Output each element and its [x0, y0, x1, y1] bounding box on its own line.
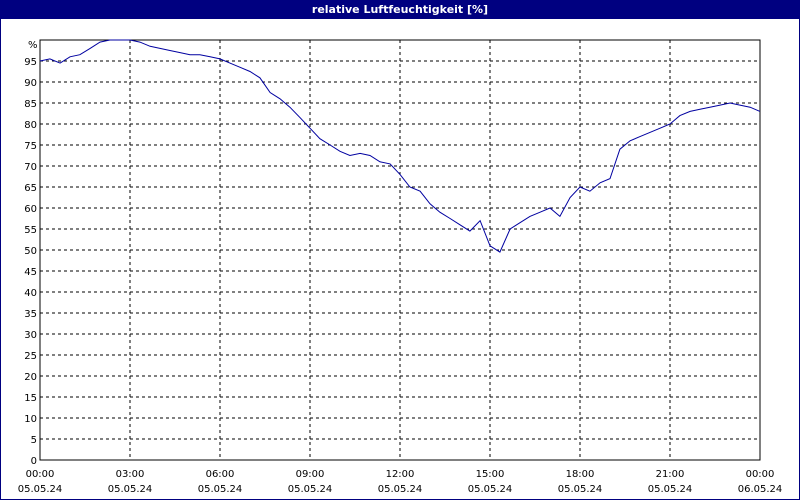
y-unit-label: % [28, 40, 38, 51]
y-tick-label: 60 [24, 204, 37, 215]
x-tick-date: 06.05.24 [738, 484, 783, 495]
y-tick-label: 15 [24, 393, 37, 404]
x-tick-time: 09:00 [296, 469, 325, 480]
y-tick-label: 90 [24, 78, 37, 89]
x-axis-ticks: 00:00 05.05.24 03:00 05.05.24 06:00 05.05.24 0… [18, 469, 783, 495]
x-tick-time: 00:00 [746, 469, 775, 480]
y-tick-label: 80 [24, 120, 37, 131]
x-tick-time: 12:00 [386, 469, 415, 480]
grid-lines [40, 40, 760, 460]
series-line [39, 39, 761, 253]
y-tick-label: 20 [24, 372, 37, 383]
x-tick-time: 15:00 [476, 469, 505, 480]
y-tick-label: 25 [24, 351, 37, 362]
y-tick-label: 75 [24, 141, 37, 152]
chart-title: relative Luftfeuchtigkeit [%] [1, 1, 799, 19]
x-tick-date: 05.05.24 [378, 484, 423, 495]
x-tick-date: 05.05.24 [288, 484, 333, 495]
x-tick-time: 18:00 [566, 469, 595, 480]
y-tick-label: 40 [24, 288, 37, 299]
y-tick-label: 85 [24, 99, 37, 110]
x-tick-date: 05.05.24 [468, 484, 513, 495]
x-tick-time: 00:00 [26, 469, 55, 480]
y-tick-label: 45 [24, 267, 37, 278]
y-tick-label: 35 [24, 309, 37, 320]
y-tick-label: 50 [24, 246, 37, 257]
y-tick-label: 0 [31, 456, 37, 467]
y-tick-label: 10 [24, 414, 37, 425]
x-tick-date: 05.05.24 [108, 484, 153, 495]
y-axis-ticks: 0 5 10 15 20 25 30 35 40 45 50 55 60 65 70 75 80 85 90 95 [24, 57, 37, 467]
y-tick-label: 95 [24, 57, 37, 68]
x-tick-date: 05.05.24 [198, 484, 243, 495]
x-tick-date: 05.05.24 [648, 484, 693, 495]
x-tick-time: 06:00 [206, 469, 235, 480]
y-tick-label: 70 [24, 162, 37, 173]
x-tick-time: 03:00 [116, 469, 145, 480]
x-tick-date: 05.05.24 [18, 484, 63, 495]
y-tick-label: 5 [31, 435, 37, 446]
y-tick-label: 55 [24, 225, 37, 236]
x-tick-time: 21:00 [656, 469, 685, 480]
x-tick-date: 05.05.24 [558, 484, 603, 495]
y-tick-label: 65 [24, 183, 37, 194]
y-tick-label: 30 [24, 330, 37, 341]
